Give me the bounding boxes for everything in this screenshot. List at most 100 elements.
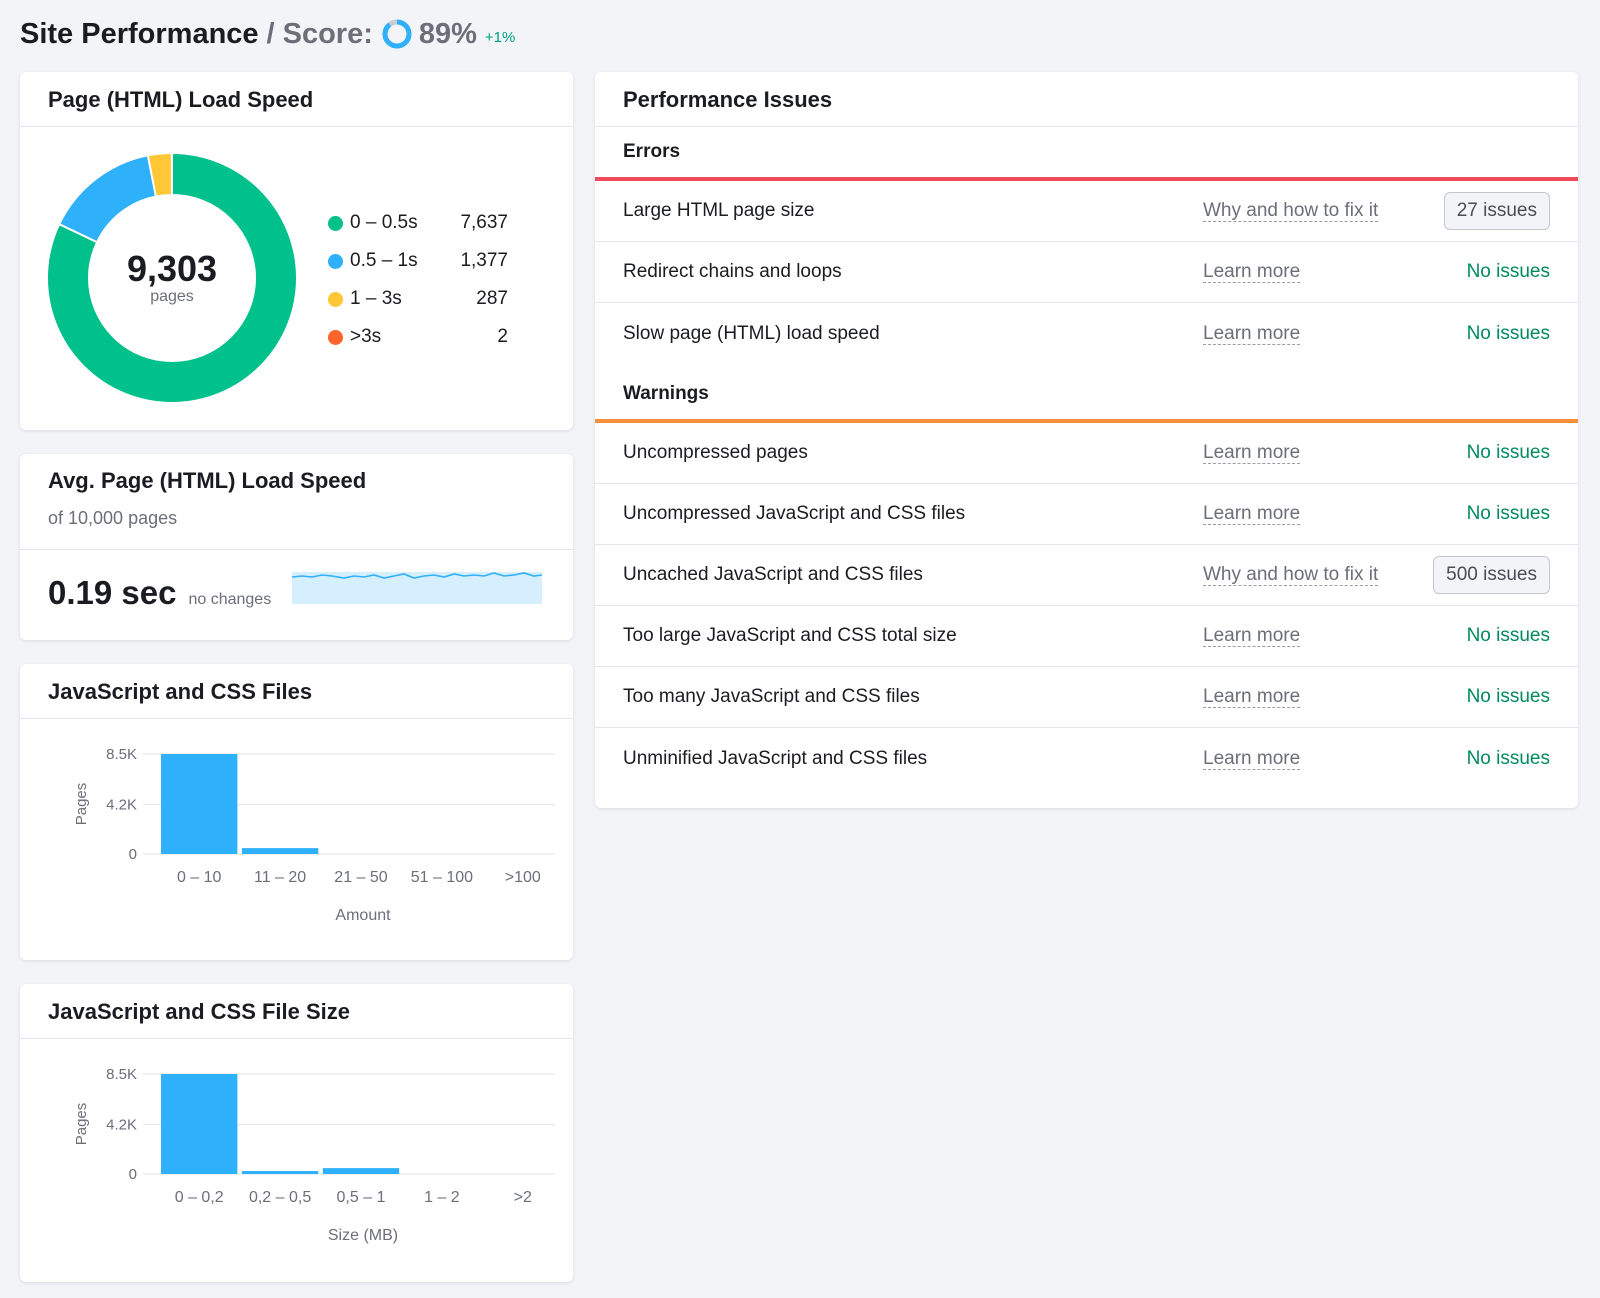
bar[interactable]	[241, 1171, 319, 1174]
x-tick-label: 1 – 2	[424, 1189, 460, 1206]
load-speed-donut[interactable]: 9,303 pages	[47, 153, 297, 403]
avg-speed-note: no changes	[188, 591, 272, 608]
bar[interactable]	[161, 1074, 238, 1174]
legend-item[interactable]: 0.5 – 1s 1,377	[328, 242, 508, 280]
issue-name[interactable]: Large HTML page size	[623, 200, 815, 221]
load-speed-title[interactable]: Page (HTML) Load Speed	[20, 72, 573, 127]
donut-separator	[59, 223, 97, 243]
no-issues-status: No issues	[1466, 322, 1550, 344]
avg-speed-sparkline[interactable]	[292, 572, 542, 604]
learn-more-link[interactable]: Learn more	[1203, 322, 1301, 345]
score-value: 89%	[418, 17, 477, 50]
donut-separator	[146, 156, 157, 196]
legend-label: 1 – 3s	[350, 288, 402, 309]
x-tick-label: 51 – 100	[411, 869, 473, 886]
learn-more-link[interactable]: Learn more	[1203, 625, 1301, 647]
sparkline-line	[292, 572, 542, 579]
issue-name[interactable]: Too many JavaScript and CSS files	[623, 686, 920, 707]
no-issues-status: No issues	[1466, 747, 1550, 769]
legend-item[interactable]: 0 – 0.5s 7,637	[328, 204, 508, 242]
issue-row: Unminified JavaScript and CSS files Learn…	[595, 728, 1578, 789]
score-delta: +1%	[484, 28, 516, 46]
js-css-size-card: JavaScript and CSS File Size 0 4.2K 8.5K 0 …	[20, 984, 573, 1282]
js-css-size-title[interactable]: JavaScript and CSS File Size	[20, 984, 573, 1039]
legend-dot-icon	[328, 291, 343, 307]
issue-name[interactable]: Slow page (HTML) load speed	[623, 322, 880, 344]
x-tick-label: 0,5 – 1	[337, 1189, 386, 1206]
score-label: Score:	[282, 17, 373, 50]
issue-name[interactable]: Unminified JavaScript and CSS files	[623, 747, 928, 769]
x-axis-label: Amount	[335, 907, 391, 924]
title-separator: /	[266, 17, 275, 50]
donut-total: 9,303	[126, 248, 218, 289]
donut-chart[interactable]	[47, 153, 297, 403]
issues-title: Performance Issues	[595, 72, 1578, 127]
y-tick-label: 8.5K	[106, 1066, 137, 1083]
issue-row: Redirect chains and loops Learn more No is…	[595, 242, 1578, 303]
load-speed-card: Page (HTML) Load Speed 9,303 pages 0 – 0…	[20, 72, 573, 430]
js-css-files-title[interactable]: JavaScript and CSS Files	[20, 664, 573, 719]
avg-speed-value: 0.19 sec	[48, 574, 177, 611]
bar[interactable]	[241, 848, 319, 854]
page-header: Site Performance / Score: 89% +1%	[20, 12, 515, 56]
issue-name[interactable]: Uncompressed pages	[623, 442, 808, 463]
how-to-fix-link[interactable]: Why and how to fix it	[1203, 200, 1379, 222]
learn-more-link[interactable]: Learn more	[1203, 686, 1301, 708]
x-axis-label: Size (MB)	[328, 1227, 398, 1244]
errors-heading: Errors	[623, 141, 681, 162]
y-tick-label: 8.5K	[106, 746, 137, 763]
legend-dot-icon	[328, 253, 343, 269]
issues-count-button[interactable]: 27 issues	[1443, 192, 1550, 230]
issue-name[interactable]: Redirect chains and loops	[623, 261, 842, 282]
issue-name[interactable]: Uncompressed JavaScript and CSS files	[623, 503, 966, 524]
x-tick-label: 21 – 50	[334, 869, 387, 886]
bar[interactable]	[161, 754, 238, 854]
errors-list: Large HTML page size Why and how to fix i…	[595, 181, 1578, 364]
avg-speed-subtitle: of 10,000 pages	[20, 494, 573, 550]
legend-item[interactable]: 1 – 3s 287	[328, 280, 508, 318]
issue-row: Too many JavaScript and CSS files Learn m…	[595, 667, 1578, 728]
how-to-fix-link[interactable]: Why and how to fix it	[1203, 564, 1379, 586]
legend-value: 287	[476, 288, 508, 309]
no-issues-status: No issues	[1466, 503, 1550, 524]
no-issues-status: No issues	[1466, 686, 1550, 707]
issue-row: Uncached JavaScript and CSS files Why and…	[595, 545, 1578, 606]
x-tick-label: 0 – 0,2	[175, 1189, 224, 1206]
learn-more-link[interactable]: Learn more	[1203, 442, 1301, 464]
y-axis-label: Pages	[73, 783, 90, 826]
score-ring-icon	[382, 19, 412, 49]
warnings-divider	[595, 419, 1578, 423]
legend-value: 2	[497, 326, 508, 347]
js-css-size-chart[interactable]: 0 4.2K 8.5K 0 – 0,2 0,2 – 0,5 0,5 – 1 1 – 2 >2 P…	[20, 1040, 573, 1280]
legend-label: >3s	[350, 326, 382, 347]
learn-more-link[interactable]: Learn more	[1203, 503, 1301, 525]
issues-count-button[interactable]: 500 issues	[1433, 556, 1550, 594]
issue-row: Uncompressed pages Learn more No issues	[595, 423, 1578, 484]
errors-divider	[595, 177, 1578, 181]
no-issues-status: No issues	[1466, 442, 1550, 463]
legend-value: 1,377	[460, 250, 508, 271]
y-axis-label: Pages	[73, 1103, 90, 1146]
issue-name[interactable]: Too large JavaScript and CSS total size	[623, 625, 957, 646]
issue-row: Slow page (HTML) load speed Learn more No …	[595, 303, 1578, 364]
issue-row: Too large JavaScript and CSS total size L…	[595, 606, 1578, 667]
legend-value: 7,637	[460, 212, 508, 233]
bar[interactable]	[322, 1168, 400, 1174]
performance-issues-card: Performance Issues Errors Large HTML pag…	[595, 72, 1578, 808]
load-speed-legend: 0 – 0.5s 7,637 0.5 – 1s 1,377 1 – 3s 287 >3s 2	[328, 204, 508, 356]
js-css-files-chart[interactable]: 0 4.2K 8.5K 0 – 10 11 – 20 21 – 50 51 – 100 >10…	[20, 720, 573, 960]
y-tick-label: 0	[129, 1166, 137, 1183]
avg-speed-title[interactable]: Avg. Page (HTML) Load Speed	[48, 468, 367, 493]
issue-row: Uncompressed JavaScript and CSS files Lea…	[595, 484, 1578, 545]
legend-label: 0.5 – 1s	[350, 250, 418, 271]
avg-load-speed-card: Avg. Page (HTML) Load Speed of 10,000 pa…	[20, 454, 573, 640]
issue-name[interactable]: Uncached JavaScript and CSS files	[623, 564, 923, 585]
learn-more-link[interactable]: Learn more	[1203, 747, 1301, 770]
learn-more-link[interactable]: Learn more	[1203, 261, 1301, 283]
page-title: Site Performance	[20, 17, 259, 50]
legend-item[interactable]: >3s 2	[328, 318, 508, 356]
x-tick-label: 0 – 10	[177, 869, 222, 886]
x-tick-label: 0,2 – 0,5	[249, 1189, 311, 1206]
y-tick-label: 4.2K	[106, 797, 137, 814]
legend-dot-icon	[328, 215, 343, 231]
